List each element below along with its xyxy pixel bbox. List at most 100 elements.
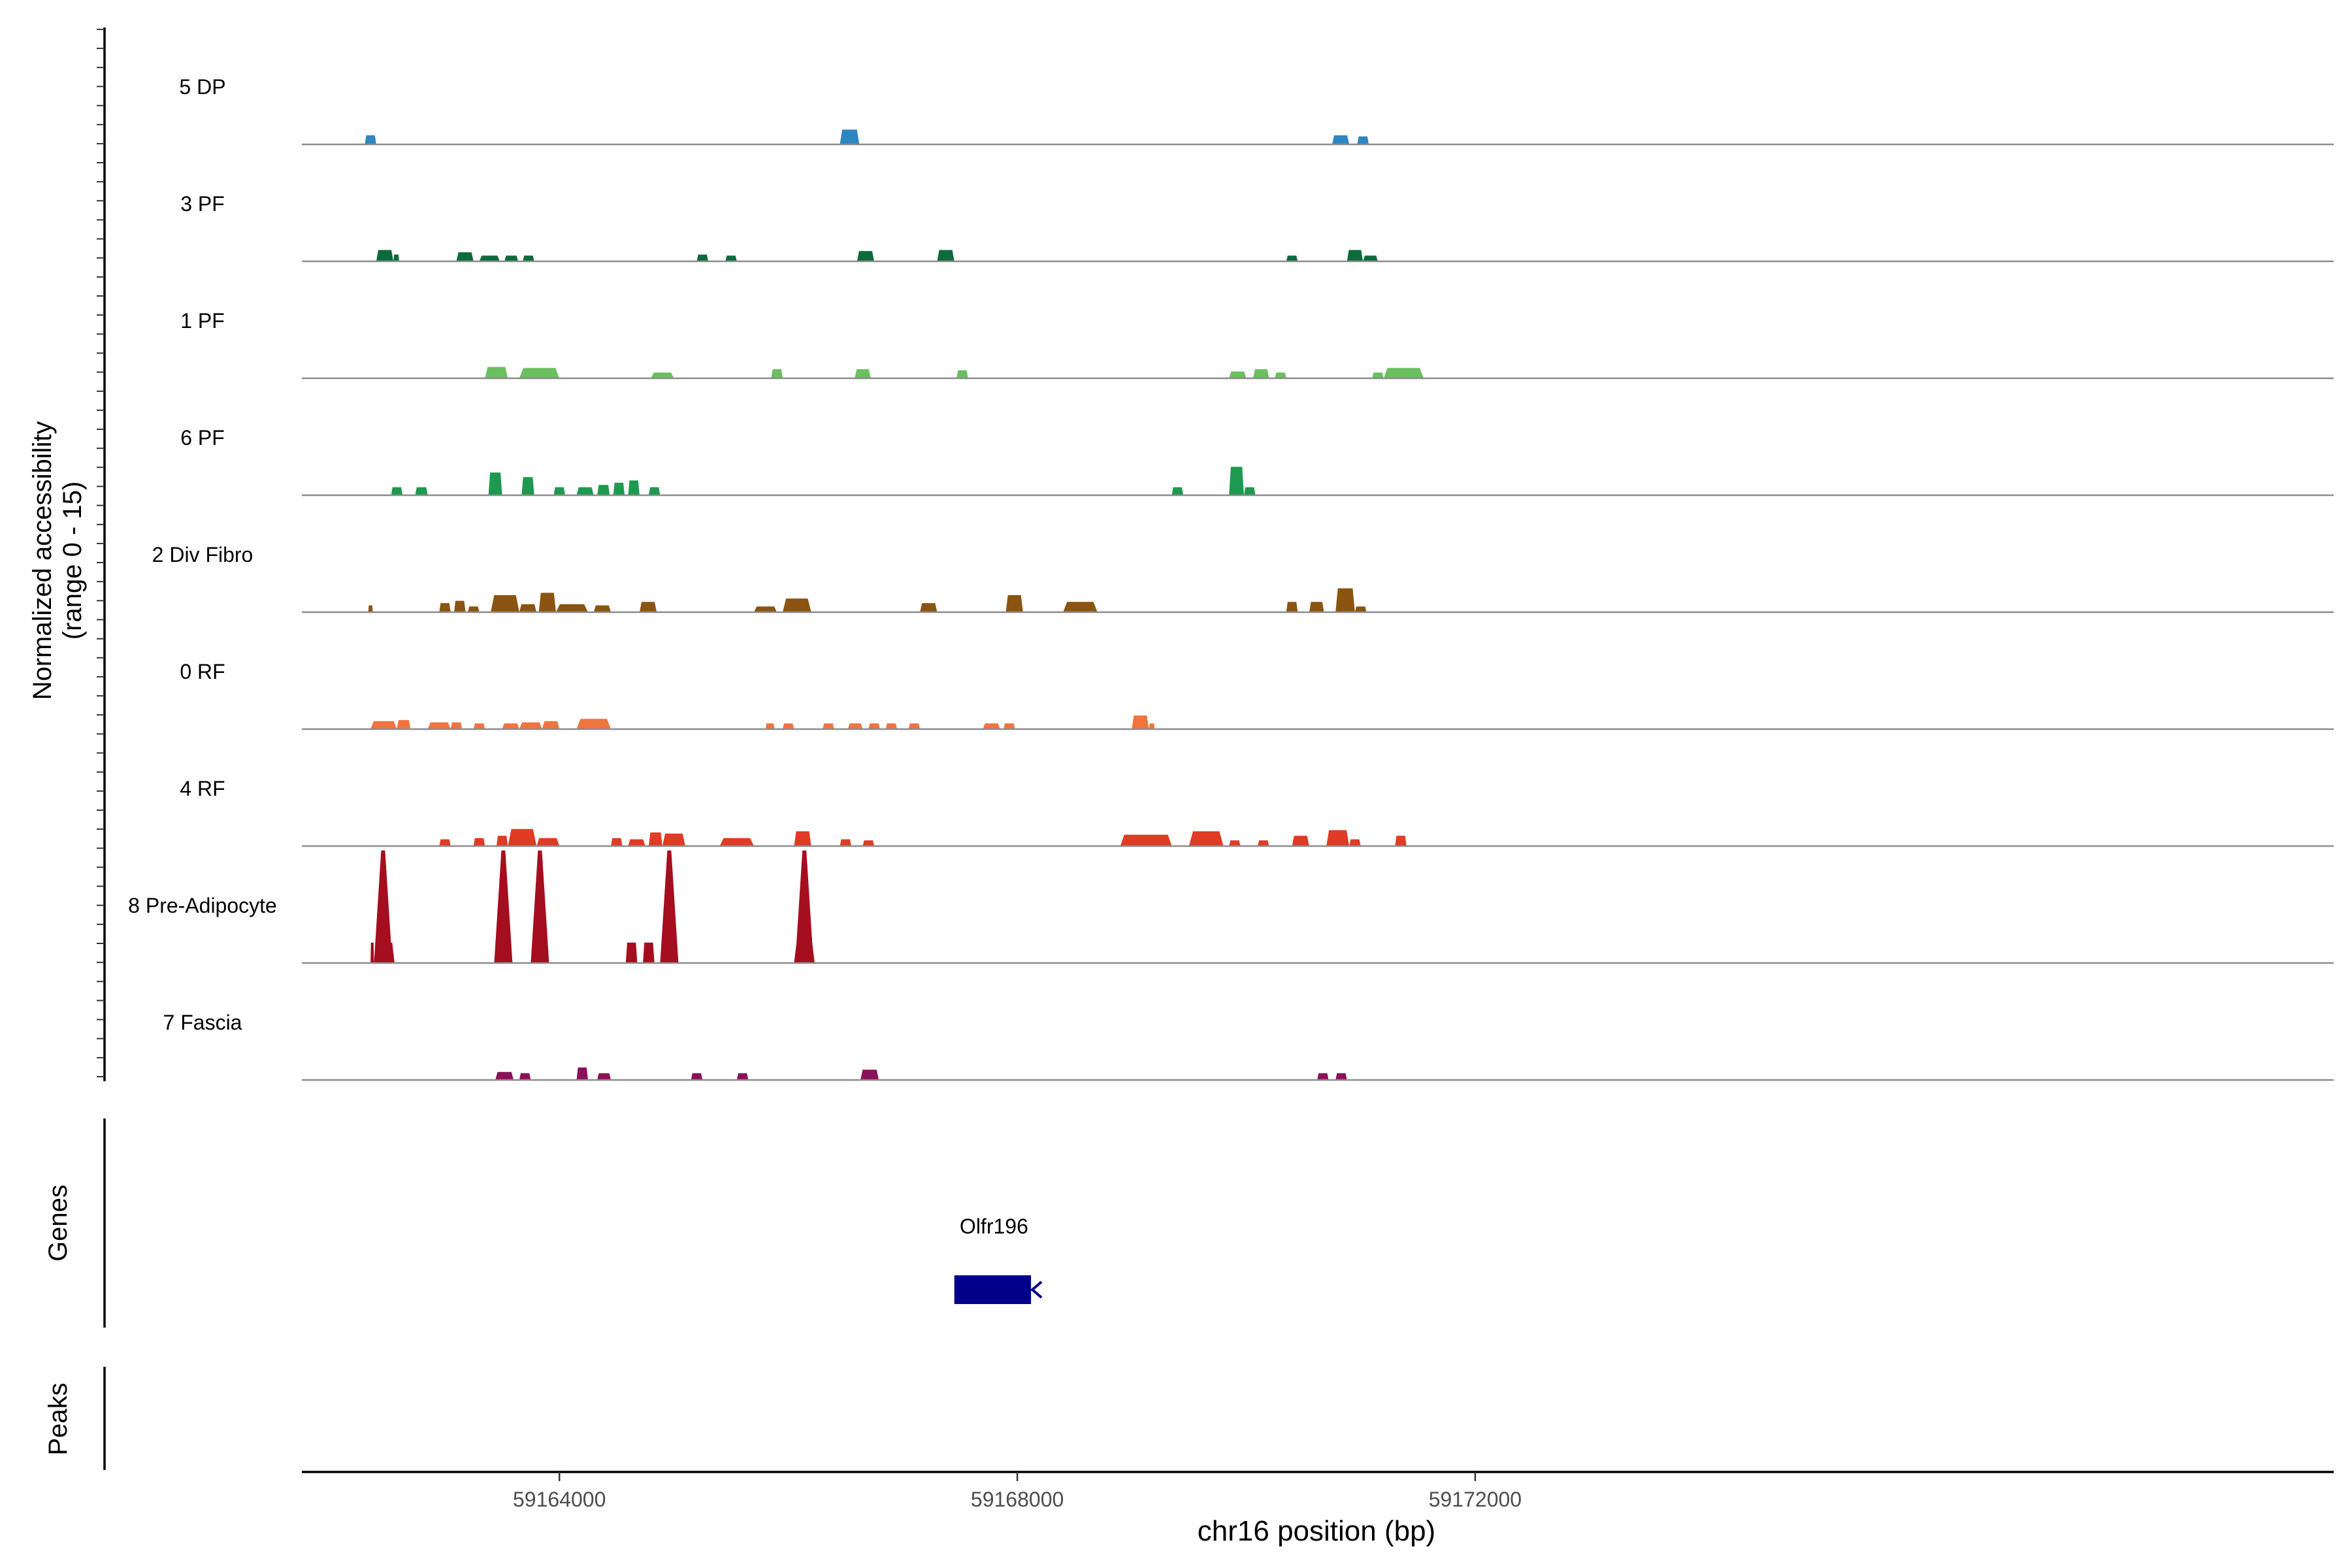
accessibility-peak — [908, 723, 921, 729]
track-label: 0 RF — [180, 660, 225, 683]
accessibility-peak — [719, 838, 755, 846]
accessibility-peak — [885, 723, 898, 729]
accessibility-peak — [1063, 602, 1098, 612]
accessibility-peak — [1229, 466, 1244, 495]
y-axis-range-label: (range 0 - 15) — [58, 482, 87, 640]
track-1-pf: 1 PF — [180, 309, 2334, 380]
accessibility-peak — [855, 369, 871, 378]
accessibility-peak — [576, 487, 594, 495]
x-axis-ticks: 59164000 59168000 59172000 — [513, 1472, 1522, 1511]
accessibility-peak — [519, 722, 542, 729]
accessibility-peak — [491, 595, 519, 612]
accessibility-peak — [1383, 368, 1424, 378]
track-3-pf: 3 PF — [180, 192, 2334, 263]
accessibility-peak — [857, 251, 875, 261]
accessibility-peak — [1347, 250, 1364, 261]
accessibility-peak — [542, 721, 560, 729]
track-0-rf: 0 RF — [180, 660, 2334, 730]
accessibility-peak — [502, 723, 519, 729]
accessibility-peak — [439, 603, 451, 612]
accessibility-peak — [1286, 255, 1298, 261]
accessibility-peak — [576, 1067, 588, 1080]
accessibility-peak — [696, 254, 708, 261]
accessibility-peak — [1335, 588, 1355, 612]
accessibility-peak — [1188, 831, 1224, 846]
accessibility-peak — [983, 723, 1000, 729]
accessibility-peak — [593, 605, 612, 612]
accessibility-peak — [504, 255, 519, 261]
accessibility-peak — [1363, 255, 1378, 261]
accessibility-peak — [648, 832, 662, 846]
accessibility-peak — [1229, 840, 1241, 846]
accessibility-peak — [1004, 723, 1015, 729]
accessibility-peak — [625, 942, 638, 963]
gene-annotation-panel: Olfr196 — [954, 1215, 1043, 1304]
x-axis-title: chr16 position (bp) — [1198, 1515, 1435, 1547]
accessibility-peak — [370, 721, 397, 729]
accessibility-peak — [840, 129, 860, 144]
accessibility-peak — [1395, 836, 1407, 846]
accessibility-peak — [456, 252, 474, 261]
accessibility-peak — [391, 487, 403, 495]
accessibility-peak — [473, 723, 485, 729]
accessibility-peak — [1149, 723, 1155, 729]
accessibility-peak — [639, 602, 657, 612]
accessibility-peak — [1258, 840, 1269, 846]
accessibility-peak — [415, 487, 428, 495]
accessibility-peak — [862, 840, 875, 846]
accessibility-peak — [1132, 715, 1149, 729]
accessibility-peak — [556, 604, 588, 612]
accessibility-peak — [1372, 372, 1384, 378]
track-label: 1 PF — [180, 309, 225, 333]
accessibility-peak — [611, 838, 623, 846]
accessibility-peak — [454, 600, 466, 612]
accessibility-peak — [479, 255, 500, 261]
track-label: 4 RF — [180, 777, 225, 800]
accessibility-peak — [1253, 369, 1269, 378]
accessibility-peak — [519, 604, 537, 612]
accessibility-peak — [823, 723, 834, 729]
accessibility-peak — [427, 722, 451, 729]
coverage-tracks: 5 DP 3 PF 1 PF 6 PF 2 Div Fibro 0 RF 4 RF 8 Pre… — [128, 75, 2334, 1081]
accessibility-peak — [439, 839, 451, 846]
accessibility-peak — [860, 1070, 879, 1080]
accessibility-peak — [508, 828, 537, 846]
accessibility-peak — [376, 250, 394, 261]
accessibility-peak — [536, 838, 560, 846]
accessibility-peak — [538, 593, 556, 612]
accessibility-peak — [1120, 834, 1172, 846]
accessibility-spike — [795, 850, 814, 963]
track-label: 6 PF — [180, 426, 225, 449]
accessibility-peak — [765, 723, 775, 729]
accessibility-peak — [521, 477, 534, 495]
accessibility-spike — [494, 850, 513, 963]
accessibility-peak — [370, 942, 374, 963]
track-label: 3 PF — [180, 192, 225, 216]
x-tick-label: 59164000 — [513, 1488, 606, 1511]
track-label: 5 DP — [179, 75, 225, 99]
accessibility-peak — [1326, 830, 1350, 846]
accessibility-peak — [393, 254, 399, 261]
accessibility-peak — [771, 369, 783, 378]
accessibility-peak — [553, 487, 565, 495]
accessibility-peak — [920, 603, 938, 612]
accessibility-peak — [485, 367, 508, 378]
accessibility-peak — [840, 839, 851, 846]
accessibility-peak — [397, 720, 411, 729]
accessibility-peak — [1335, 1073, 1347, 1080]
accessibility-peak — [691, 1073, 703, 1080]
gene-body-olfr196 — [954, 1275, 1032, 1304]
accessibility-peak — [519, 368, 560, 378]
accessibility-peak — [782, 723, 794, 729]
accessibility-peak — [1171, 487, 1184, 495]
accessibility-peak — [613, 482, 625, 495]
accessibility-peak — [576, 719, 612, 729]
x-tick-label: 59168000 — [971, 1488, 1064, 1511]
track-label: 8 Pre-Adipocyte — [128, 894, 277, 917]
accessibility-peak — [1331, 135, 1350, 144]
track-4-rf: 4 RF — [180, 777, 2334, 847]
accessibility-peak — [1357, 136, 1369, 144]
track-2-div-fibro: 2 Div Fibro — [152, 543, 2334, 613]
genes-panel-label: Genes — [44, 1184, 73, 1262]
track-6-pf: 6 PF — [180, 426, 2334, 497]
